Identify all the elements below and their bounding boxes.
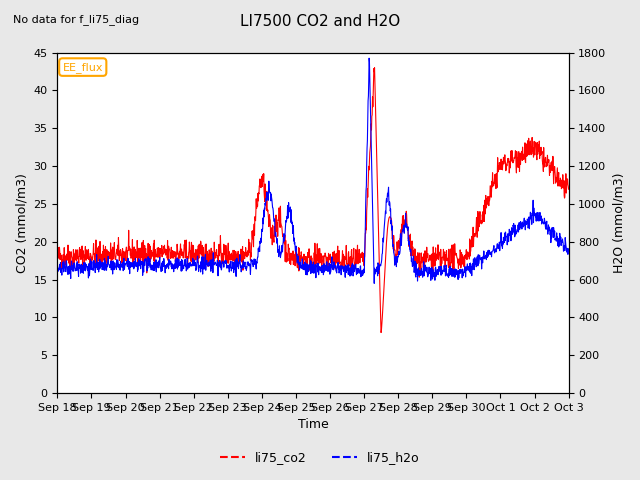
li75_h2o xyxy=(114,257,122,263)
li75_h2o xyxy=(344,272,352,277)
Y-axis label: H2O (mmol/m3): H2O (mmol/m3) xyxy=(612,173,625,273)
li75_h2o xyxy=(365,55,373,61)
li75_co2 xyxy=(54,251,61,257)
li75_h2o xyxy=(290,235,298,241)
Text: LI7500 CO2 and H2O: LI7500 CO2 and H2O xyxy=(240,14,400,29)
li75_h2o xyxy=(54,263,61,268)
li75_h2o xyxy=(281,234,289,240)
li75_h2o xyxy=(564,248,572,254)
li75_h2o xyxy=(371,280,378,286)
Line: li75_h2o: li75_h2o xyxy=(58,58,568,283)
Y-axis label: CO2 (mmol/m3): CO2 (mmol/m3) xyxy=(15,173,28,273)
li75_co2 xyxy=(564,186,572,192)
li75_co2 xyxy=(114,242,122,248)
Text: No data for f_li75_diag: No data for f_li75_diag xyxy=(13,14,139,25)
Text: EE_flux: EE_flux xyxy=(63,61,103,72)
li75_co2 xyxy=(377,330,385,336)
li75_co2 xyxy=(371,65,378,71)
Line: li75_co2: li75_co2 xyxy=(58,68,568,333)
li75_co2 xyxy=(344,250,352,256)
X-axis label: Time: Time xyxy=(298,419,328,432)
li75_h2o xyxy=(271,219,278,225)
li75_co2 xyxy=(281,232,289,238)
li75_h2o xyxy=(93,263,101,268)
li75_co2 xyxy=(93,252,101,258)
Legend: li75_co2, li75_h2o: li75_co2, li75_h2o xyxy=(215,446,425,469)
li75_co2 xyxy=(271,223,278,229)
li75_co2 xyxy=(290,252,298,257)
